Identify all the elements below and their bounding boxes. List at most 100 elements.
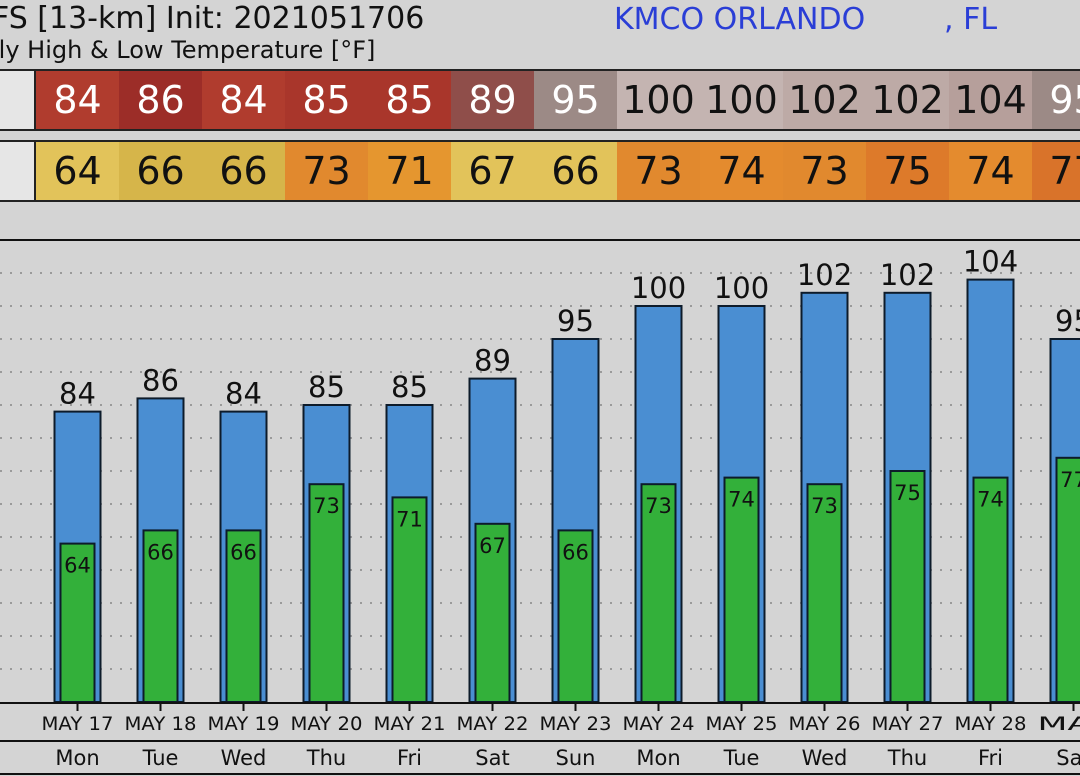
high-value-label: 104 bbox=[963, 245, 1018, 279]
low-strip-cell: 73 bbox=[285, 142, 368, 200]
high-value-label: 100 bbox=[631, 271, 686, 305]
x-tick-label-weekday: Sat bbox=[1056, 746, 1080, 770]
x-tick-label-weekday: Thu bbox=[887, 746, 927, 770]
low-strip-cell: 73 bbox=[783, 142, 866, 200]
high-temperature-strip: 8486848585899510010010210210495 bbox=[0, 69, 1080, 131]
high-strip-cell: 104 bbox=[949, 71, 1032, 129]
x-tick-label-date: MAY 23 bbox=[540, 713, 612, 735]
high-strip-cell: 100 bbox=[617, 71, 700, 129]
low-strip-cell: 74 bbox=[949, 142, 1032, 200]
x-tick-label-weekday: Tue bbox=[723, 746, 760, 770]
low-bar bbox=[557, 529, 594, 704]
x-tick-label-date: MAY 21 bbox=[374, 713, 446, 735]
low-strip-cell: 73 bbox=[617, 142, 700, 200]
low-bar bbox=[723, 476, 760, 703]
low-value-label: 73 bbox=[645, 494, 672, 518]
high-value-label: 95 bbox=[1055, 304, 1080, 338]
low-strip-cell: 66 bbox=[202, 142, 285, 200]
x-tick-label-date: MAY 22 bbox=[457, 713, 529, 735]
x-tick-label-date: MAY bbox=[1038, 713, 1080, 735]
low-bar bbox=[142, 529, 179, 704]
x-tick-label-date: MAY 20 bbox=[291, 713, 363, 735]
chart-subtitle: ily High & Low Temperature [°F] bbox=[0, 36, 376, 64]
station-name: KMCO ORLANDO bbox=[614, 2, 866, 37]
low-strip-cell: 66 bbox=[119, 142, 202, 200]
high-value-label: 100 bbox=[714, 271, 769, 305]
low-value-label: 71 bbox=[396, 507, 423, 531]
low-value-label: 67 bbox=[479, 534, 506, 558]
low-bar bbox=[889, 470, 926, 703]
high-value-label: 102 bbox=[880, 258, 935, 292]
x-tick-label-weekday: Fri bbox=[397, 746, 422, 770]
x-tick-label-weekday: Sat bbox=[475, 746, 509, 770]
x-tick-label-weekday: Thu bbox=[306, 746, 346, 770]
low-value-label: 66 bbox=[230, 540, 257, 564]
x-tick-label-date: MAY 24 bbox=[623, 713, 695, 735]
high-strip-lead-cell bbox=[0, 71, 36, 129]
low-strip-cell: 75 bbox=[866, 142, 949, 200]
low-bar bbox=[972, 476, 1009, 703]
low-value-label: 74 bbox=[728, 488, 755, 512]
x-tick-label-weekday: Wed bbox=[802, 746, 848, 770]
x-tick-label-date: MAY 25 bbox=[706, 713, 778, 735]
x-tick-label-date: MAY 28 bbox=[955, 713, 1027, 735]
low-value-label: 66 bbox=[562, 540, 589, 564]
high-strip-cell: 102 bbox=[783, 71, 866, 129]
high-value-label: 85 bbox=[308, 370, 345, 404]
high-value-label: 102 bbox=[797, 258, 852, 292]
low-value-label: 73 bbox=[313, 494, 340, 518]
high-value-label: 95 bbox=[557, 304, 594, 338]
x-tick-label-weekday: Mon bbox=[636, 746, 680, 770]
high-value-label: 84 bbox=[59, 377, 96, 411]
low-value-label: 73 bbox=[811, 494, 838, 518]
high-strip-cell: 85 bbox=[285, 71, 368, 129]
low-value-label: 77 bbox=[1060, 468, 1080, 492]
high-strip-cell: 102 bbox=[866, 71, 949, 129]
x-tick-label-date: MAY 26 bbox=[789, 713, 861, 735]
high-strip-cell: 100 bbox=[700, 71, 783, 129]
low-bar bbox=[225, 529, 262, 704]
low-strip-cell: 71 bbox=[368, 142, 451, 200]
low-value-label: 74 bbox=[977, 488, 1004, 512]
x-tick-label-weekday: Wed bbox=[221, 746, 267, 770]
low-bar bbox=[391, 496, 428, 703]
low-strip-cell: 67 bbox=[451, 142, 534, 200]
low-strip-cell: 74 bbox=[700, 142, 783, 200]
low-strip-cell: 77 bbox=[1032, 142, 1080, 200]
high-strip-cell: 84 bbox=[36, 71, 119, 129]
x-tick-label-date: MAY 27 bbox=[872, 713, 944, 735]
low-temperature-strip: 64666673716766737473757477 bbox=[0, 140, 1080, 202]
x-tick-label-weekday: Tue bbox=[142, 746, 179, 770]
x-tick-label-weekday: Sun bbox=[556, 746, 596, 770]
low-strip-cell: 66 bbox=[534, 142, 617, 200]
high-value-label: 89 bbox=[474, 344, 511, 378]
low-bar bbox=[1055, 456, 1080, 703]
model-init-title: FS [13-km] Init: 2021051706 bbox=[0, 1, 425, 36]
low-bar bbox=[474, 522, 511, 703]
high-value-label: 85 bbox=[391, 370, 428, 404]
low-value-label: 64 bbox=[64, 554, 91, 578]
high-strip-cell: 84 bbox=[202, 71, 285, 129]
high-strip-cell: 85 bbox=[368, 71, 451, 129]
high-strip-cell: 95 bbox=[1032, 71, 1080, 129]
x-tick-label-weekday: Mon bbox=[55, 746, 99, 770]
x-tick-label-weekday: Fri bbox=[978, 746, 1003, 770]
low-bar bbox=[59, 542, 96, 703]
low-bar bbox=[806, 483, 843, 704]
low-bar bbox=[308, 483, 345, 704]
high-strip-cell: 95 bbox=[534, 71, 617, 129]
low-value-label: 66 bbox=[147, 540, 174, 564]
low-strip-cell: 64 bbox=[36, 142, 119, 200]
high-strip-cell: 89 bbox=[451, 71, 534, 129]
low-bar bbox=[640, 483, 677, 704]
x-tick-label-date: MAY 18 bbox=[125, 713, 197, 735]
station-state: , FL bbox=[944, 2, 998, 37]
high-value-label: 86 bbox=[142, 363, 179, 397]
low-value-label: 75 bbox=[894, 481, 921, 505]
high-strip-cell: 86 bbox=[119, 71, 202, 129]
low-strip-lead-cell bbox=[0, 142, 36, 200]
high-value-label: 84 bbox=[225, 377, 262, 411]
x-tick-label-date: MAY 19 bbox=[208, 713, 280, 735]
x-tick-label-date: MAY 17 bbox=[42, 713, 114, 735]
